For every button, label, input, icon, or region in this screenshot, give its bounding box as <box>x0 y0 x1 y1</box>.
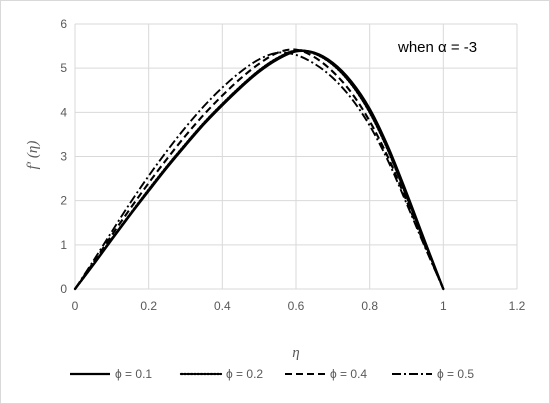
legend-label-3: ϕ = 0.4 <box>330 367 367 381</box>
series-lines <box>73 48 445 291</box>
x-tick-label: 0.6 <box>288 299 305 313</box>
x-tick-label: 0.4 <box>214 299 231 313</box>
tick-labels: 0 0.2 0.4 0.6 0.8 1 1.2 0 1 2 3 4 5 6 <box>60 17 525 313</box>
legend: ϕ = 0.1 ϕ = 0.2 ϕ = 0.4 ϕ = 0.5 <box>70 367 474 381</box>
y-tick-label: 6 <box>60 17 67 31</box>
series-line-4 <box>74 51 445 290</box>
y-tick-label: 4 <box>60 105 67 119</box>
y-tick-label: 5 <box>60 61 67 75</box>
y-tick-label: 3 <box>60 150 67 164</box>
legend-label-2: ϕ = 0.2 <box>226 367 263 381</box>
x-tick-label: 0.2 <box>140 299 157 313</box>
x-tick-label: 0 <box>72 299 79 313</box>
x-axis-title: η <box>292 345 299 361</box>
y-tick-label: 0 <box>60 282 67 296</box>
y-axis-title: f′ (η) <box>25 141 41 170</box>
series-line-3 <box>74 48 445 290</box>
gridlines <box>74 23 518 290</box>
x-tick-label: 1 <box>440 299 447 313</box>
legend-label-4: ϕ = 0.5 <box>437 367 474 381</box>
y-tick-label: 2 <box>60 194 67 208</box>
x-tick-label: 1.2 <box>509 299 526 313</box>
series-line-2 <box>73 49 445 291</box>
series-line-1 <box>74 49 445 290</box>
x-tick-label: 0.8 <box>361 299 378 313</box>
alpha-annotation: when α = -3 <box>397 39 477 56</box>
legend-label-1: ϕ = 0.1 <box>115 367 152 381</box>
y-tick-label: 1 <box>60 238 67 252</box>
